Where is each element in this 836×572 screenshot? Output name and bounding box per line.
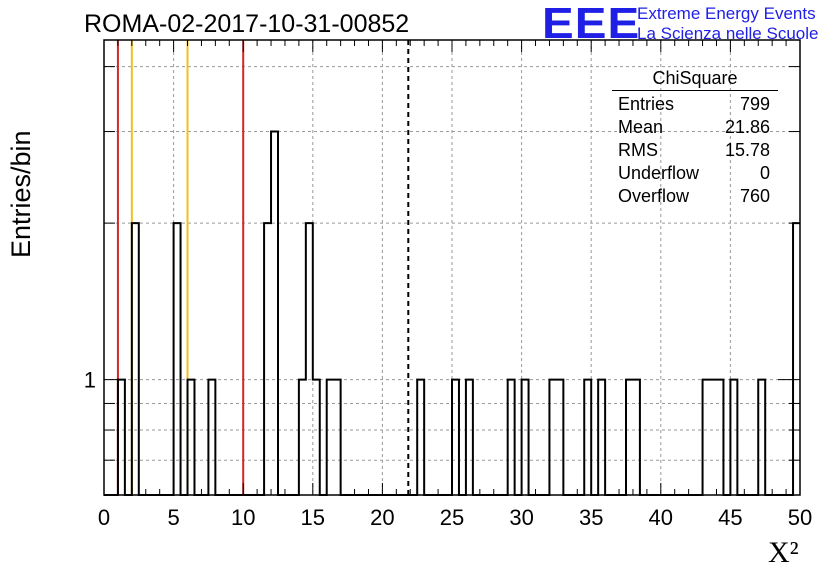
histogram-bin xyxy=(118,380,125,495)
y-tick-label: 1 xyxy=(84,368,96,393)
x-tick-label: 40 xyxy=(649,505,673,530)
histogram-bin xyxy=(758,380,765,495)
tick-labels: 0 5 10 15 20 25 30 35 40 45 50 1 xyxy=(84,368,812,530)
x-tick-label: 45 xyxy=(718,505,742,530)
y-axis-label: Entries/bin xyxy=(6,130,36,258)
histogram-bin xyxy=(306,223,313,495)
histogram-bin xyxy=(174,223,181,495)
histogram-bin xyxy=(549,380,556,495)
stats-label: Underflow xyxy=(618,163,700,183)
x-tick-label: 5 xyxy=(167,505,179,530)
histogram-bin xyxy=(598,380,605,495)
histogram-bin xyxy=(633,380,640,495)
x-tick-label: 30 xyxy=(509,505,533,530)
logo-line-2: La Scienza nelle Scuole xyxy=(637,24,819,43)
logo-line-1: Extreme Energy Events xyxy=(637,4,816,23)
histogram-bin xyxy=(327,380,334,495)
axis-ticks xyxy=(103,40,801,495)
histogram-bin xyxy=(313,380,320,495)
stats-row-overflow: Overflow 760 xyxy=(618,185,770,208)
histogram-bin xyxy=(132,223,139,495)
stats-box: ChiSquare Entries 799 Mean 21.86 RMS 15.… xyxy=(612,66,778,210)
histogram-bin xyxy=(452,380,459,495)
stats-title: ChiSquare xyxy=(652,68,738,88)
histogram-bin xyxy=(730,380,737,495)
histogram-bin xyxy=(522,380,529,495)
stats-value: 760 xyxy=(739,186,770,206)
histogram-bin xyxy=(417,380,424,495)
histogram-bin xyxy=(264,223,271,495)
chart-title: ROMA-02-2017-10-31-00852 xyxy=(84,10,410,38)
stats-divider xyxy=(612,90,778,91)
logo-mark: EEE xyxy=(542,0,641,48)
histogram-bin xyxy=(556,380,563,495)
stats-label: Mean xyxy=(618,117,664,137)
x-tick-label: 0 xyxy=(98,505,110,530)
histogram-bin xyxy=(334,380,341,495)
histogram-bin xyxy=(508,380,515,495)
x-tick-label: 35 xyxy=(579,505,603,530)
stats-value: 15.78 xyxy=(724,140,770,160)
stats-value: 21.86 xyxy=(724,117,770,137)
histogram-bin xyxy=(703,380,710,495)
stats-label: RMS xyxy=(618,140,658,160)
histogram-bin xyxy=(793,223,800,495)
histogram-bin xyxy=(584,380,591,495)
x-tick-label: 10 xyxy=(231,505,255,530)
histogram-bin xyxy=(716,380,723,495)
x-tick-label: 25 xyxy=(440,505,464,530)
stats-row-rms: RMS 15.78 xyxy=(618,139,770,162)
eee-logo: EEE Extreme Energy Events La Scienza nel… xyxy=(542,2,832,46)
histogram-bin xyxy=(299,380,306,495)
histogram-bin xyxy=(710,380,717,495)
stats-value: 0 xyxy=(759,163,770,183)
stats-label: Overflow xyxy=(618,186,690,206)
histogram-bin xyxy=(208,380,215,495)
x-tick-label: 50 xyxy=(788,505,812,530)
stats-value: 799 xyxy=(739,94,770,114)
histogram-bin xyxy=(271,132,278,495)
stats-row-mean: Mean 21.86 xyxy=(618,116,770,139)
stats-label: Entries xyxy=(618,94,675,114)
x-axis-label: X² xyxy=(768,536,799,569)
histogram-bin xyxy=(188,380,195,495)
histogram-bin xyxy=(626,380,633,495)
x-tick-label: 15 xyxy=(301,505,325,530)
histogram-bin xyxy=(466,380,473,495)
stats-row-underflow: Underflow 0 xyxy=(618,162,770,185)
stats-row-entries: Entries 799 xyxy=(618,93,770,116)
x-tick-label: 20 xyxy=(370,505,394,530)
